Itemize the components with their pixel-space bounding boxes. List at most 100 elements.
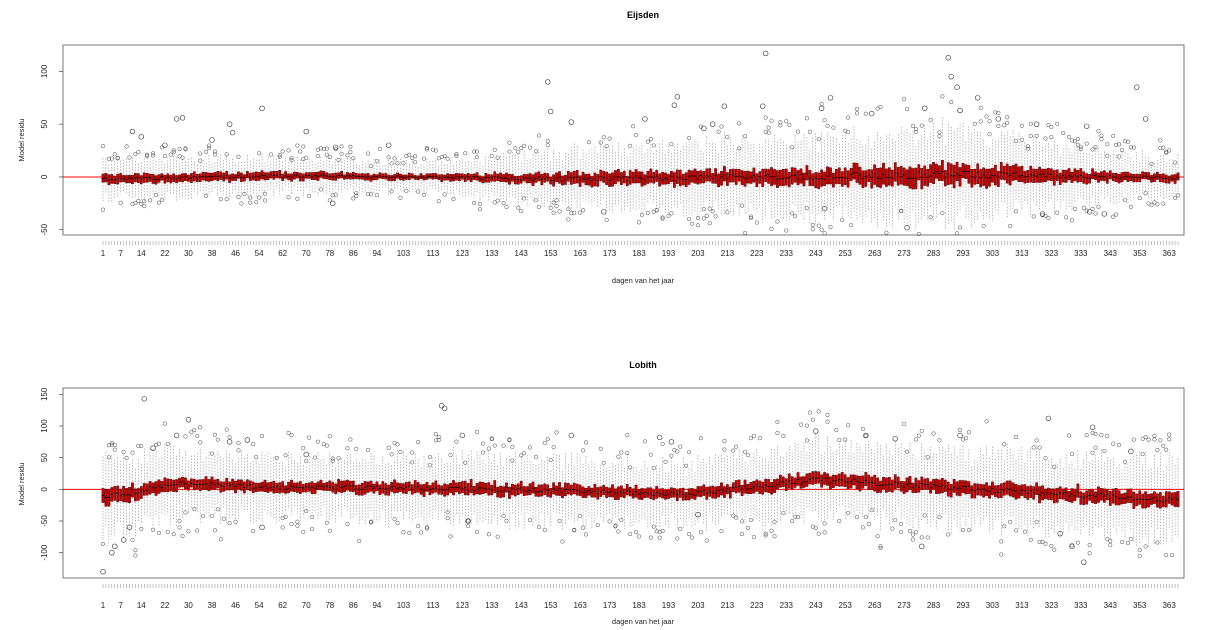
outlier-point bbox=[179, 115, 186, 121]
outlier-point bbox=[1034, 519, 1039, 524]
box bbox=[723, 166, 726, 182]
x-tick-label: 283 bbox=[927, 249, 941, 258]
outlier-point bbox=[919, 535, 924, 540]
box bbox=[248, 480, 252, 491]
outlier-point bbox=[754, 220, 759, 225]
box bbox=[905, 169, 909, 186]
outlier-point bbox=[1143, 434, 1148, 440]
outlier-point bbox=[636, 534, 642, 539]
outlier-point bbox=[121, 449, 126, 454]
outlier-point bbox=[825, 123, 830, 128]
outlier-point bbox=[448, 534, 453, 539]
outlier-point bbox=[286, 148, 291, 153]
box bbox=[832, 172, 835, 188]
outlier-point bbox=[209, 451, 215, 456]
outlier-point bbox=[813, 525, 818, 531]
outlier-point bbox=[106, 455, 111, 460]
box bbox=[493, 480, 497, 493]
outlier-point bbox=[628, 531, 633, 537]
outlier-point bbox=[301, 445, 306, 451]
box bbox=[434, 480, 438, 493]
outlier-point bbox=[595, 523, 600, 528]
x-tick-label: 173 bbox=[603, 249, 617, 258]
outlier-point bbox=[533, 454, 538, 459]
outlier-point bbox=[937, 134, 942, 139]
box bbox=[154, 175, 158, 185]
outlier-point bbox=[106, 443, 111, 448]
outlier-point bbox=[807, 410, 812, 415]
outlier-point bbox=[1034, 133, 1039, 139]
outlier-point bbox=[424, 526, 430, 531]
outlier-point bbox=[268, 152, 273, 157]
box bbox=[949, 484, 953, 498]
y-tick-label: -50 bbox=[40, 223, 49, 235]
box bbox=[1102, 170, 1106, 181]
outlier-point bbox=[604, 144, 609, 149]
outlier-point bbox=[748, 436, 753, 441]
x-tick-label: 293 bbox=[956, 249, 970, 258]
outlier-point bbox=[368, 519, 374, 524]
outlier-point bbox=[913, 530, 918, 535]
box bbox=[166, 173, 170, 182]
outlier-point bbox=[751, 433, 756, 438]
outlier-point bbox=[395, 521, 400, 526]
box bbox=[254, 482, 258, 493]
outlier-point bbox=[528, 445, 533, 450]
box bbox=[631, 488, 635, 499]
box bbox=[840, 171, 844, 187]
outlier-point bbox=[1122, 198, 1128, 203]
outlier-point bbox=[1066, 433, 1072, 438]
box bbox=[1005, 480, 1009, 495]
outlier-point bbox=[192, 507, 197, 512]
outlier-point bbox=[368, 520, 374, 525]
outlier-point bbox=[242, 191, 247, 197]
box bbox=[1002, 482, 1006, 496]
outlier-point bbox=[1043, 136, 1048, 141]
outlier-point bbox=[289, 521, 294, 527]
box bbox=[552, 482, 555, 495]
outlier-point bbox=[1158, 146, 1163, 151]
box bbox=[1047, 487, 1050, 500]
box bbox=[513, 484, 517, 497]
box bbox=[1023, 484, 1027, 499]
outlier-point bbox=[916, 433, 921, 438]
box bbox=[1135, 493, 1139, 507]
box bbox=[1014, 163, 1018, 181]
box bbox=[622, 170, 626, 184]
outlier-point bbox=[386, 445, 391, 450]
outlier-point bbox=[313, 455, 318, 460]
outlier-point bbox=[704, 213, 709, 218]
outlier-point bbox=[501, 513, 506, 518]
box bbox=[817, 471, 821, 484]
box bbox=[723, 486, 726, 498]
x-tick-label: 7 bbox=[118, 601, 123, 610]
outlier-point bbox=[495, 155, 500, 160]
box bbox=[1058, 172, 1062, 185]
outlier-point bbox=[996, 110, 1001, 116]
box bbox=[643, 488, 647, 498]
box bbox=[431, 173, 435, 180]
outlier-point bbox=[1128, 448, 1134, 455]
box bbox=[619, 172, 623, 185]
box bbox=[1073, 488, 1077, 501]
x-tick-label: 7 bbox=[118, 249, 123, 258]
outlier-point bbox=[298, 149, 303, 154]
outlier-point bbox=[804, 116, 809, 121]
outlier-point bbox=[719, 529, 724, 534]
outlier-point bbox=[1119, 148, 1125, 153]
box bbox=[837, 167, 841, 185]
outlier-point bbox=[315, 439, 321, 444]
box bbox=[207, 172, 211, 182]
outlier-point bbox=[569, 211, 574, 216]
box bbox=[1044, 168, 1047, 182]
outlier-point bbox=[1028, 537, 1033, 542]
outlier-point bbox=[280, 149, 285, 154]
outlier-point bbox=[177, 147, 182, 152]
box bbox=[569, 484, 573, 496]
box bbox=[1158, 492, 1162, 509]
box bbox=[428, 485, 432, 496]
outlier-point bbox=[204, 193, 209, 198]
box bbox=[976, 163, 980, 185]
box bbox=[890, 479, 894, 493]
x-tick-label: 133 bbox=[485, 249, 499, 258]
